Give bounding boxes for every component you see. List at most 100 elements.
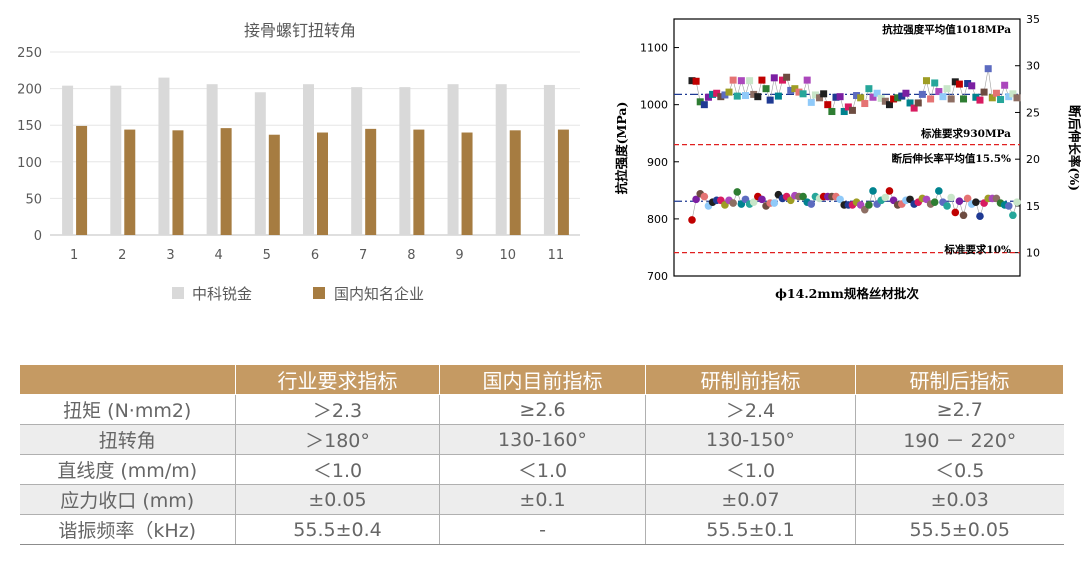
strength-point [902, 89, 910, 97]
bar-series-2 [365, 128, 377, 235]
strength-point [795, 88, 803, 96]
strength-point [828, 108, 836, 116]
table-row: 谐振频率（kHz) 55.5±0.4 - 55.5±0.1 55.5±0.05 [19, 514, 1064, 545]
x-axis-label: ϕ14.2mm规格丝材批次 [775, 286, 919, 301]
strength-point [692, 77, 700, 85]
strength-point [824, 101, 832, 109]
strength-point [754, 93, 762, 101]
strength-point [881, 97, 889, 105]
table-row: 应力收口 (mm) ±0.05 ±0.1 ±0.07 ±0.03 [19, 484, 1064, 515]
elongation-point [865, 201, 873, 209]
strength-point [704, 93, 712, 101]
strength-point [807, 98, 815, 106]
bar-series-1 [110, 85, 122, 235]
torsion-angle-bar-chart: 接骨螺钉扭转角 0 50 100 150 200 250 1 2 3 4 5 6 7 8 9 10 11 中科… [17, 21, 580, 303]
elongation-point [758, 195, 766, 204]
bar-series-1 [495, 84, 507, 235]
strength-elongation-scatter-chart: 700 800 900 1000 1100 10 15 20 25 30 35 抗拉强度平均值10… [614, 13, 1082, 301]
bar-series-2 [124, 129, 136, 235]
strength-point [976, 96, 984, 104]
bar-series-1 [351, 87, 363, 235]
table-cell: 55.5±0.05 [855, 514, 1064, 545]
strength-point [931, 79, 939, 87]
table-cell: ≥2.6 [439, 394, 646, 425]
strength-point [877, 94, 885, 102]
bar-series-1 [206, 84, 218, 235]
table-header-row: 行业要求指标 国内目前指标 研制前指标 研制后指标 [19, 364, 1064, 395]
bar-series-1 [158, 77, 170, 236]
annotation-elongation-standard: 标准要求10% [943, 243, 1011, 256]
strength-point [766, 96, 774, 104]
right-axis-label: 断后伸长率(%) [1067, 105, 1082, 191]
strength-point [927, 95, 935, 103]
strength-point [811, 91, 819, 99]
elongation-point [1004, 202, 1013, 210]
x-tick-label: 9 [455, 248, 463, 263]
scatter-points [688, 65, 1021, 224]
legend-swatch-series-2 [313, 287, 325, 299]
strength-point [1009, 90, 1017, 98]
strength-point [791, 85, 799, 93]
legend-swatch-series-1 [172, 287, 184, 299]
specification-table: 行业要求指标 国内目前指标 研制前指标 研制后指标 扭矩 (N·mm2) ＞2.… [19, 364, 1064, 545]
strength-point [717, 93, 725, 101]
strength-point [725, 88, 733, 96]
left-tick-label: 1100 [640, 42, 668, 55]
x-tick-label: 6 [311, 248, 319, 263]
strength-point [922, 77, 930, 85]
strength-point [939, 93, 947, 101]
header-domestic-current: 国内目前指标 [439, 364, 646, 395]
table-cell: ＞2.4 [645, 394, 856, 425]
strength-point [865, 85, 873, 93]
elongation-point [729, 199, 737, 207]
header-after-development: 研制后指标 [855, 364, 1064, 395]
strength-point [770, 74, 778, 82]
strength-point [992, 89, 1000, 97]
elongation-point [799, 192, 807, 201]
strength-point [836, 93, 844, 101]
strength-point [914, 99, 922, 107]
x-tick-label: 8 [407, 248, 415, 263]
table-cell: ＞2.3 [235, 394, 440, 425]
strength-point [997, 96, 1005, 104]
elongation-point [869, 187, 877, 195]
x-tick-label: 10 [499, 248, 516, 263]
x-tick-label: 2 [118, 248, 126, 263]
strength-point [783, 73, 791, 81]
strength-point [951, 78, 959, 86]
elongation-point [935, 187, 943, 195]
bar-series-1 [303, 84, 314, 235]
bar-series-2 [557, 129, 569, 235]
strength-point [890, 95, 898, 103]
strength-point [774, 92, 782, 100]
legend-label-series-2: 国内知名企业 [334, 285, 424, 303]
strength-point [688, 77, 696, 85]
left-tick-label: 700 [647, 270, 668, 283]
elongation-point [836, 195, 844, 204]
strength-point [803, 76, 811, 84]
elongation-point [972, 198, 980, 206]
strength-point [964, 80, 972, 88]
elongation-point [733, 188, 742, 196]
bar-series-2 [220, 128, 232, 235]
strength-point [713, 89, 721, 97]
strength-point [968, 82, 976, 90]
strength-point [861, 100, 869, 108]
bar-series-2 [76, 125, 88, 235]
x-tick-label: 7 [359, 248, 367, 263]
bar-series-1 [62, 85, 74, 235]
x-tick-label: 4 [214, 248, 222, 263]
strength-point [741, 92, 749, 100]
bar-chart-legend: 中科锐金 国内知名企业 [172, 285, 424, 303]
right-axis-ticks: 10 15 20 25 30 35 [1015, 13, 1040, 260]
y-tick-label: 250 [17, 46, 42, 61]
strength-point [918, 90, 926, 98]
bar-chart-bars [62, 77, 569, 236]
strength-point [1013, 94, 1021, 102]
elongation-point [770, 199, 779, 207]
strength-point [1001, 81, 1009, 89]
table-cell: ≥2.7 [855, 394, 1064, 425]
left-axis-label: 抗拉强度(MPa) [614, 102, 629, 195]
bar-series-1 [254, 92, 266, 235]
bar-series-2 [413, 129, 425, 235]
